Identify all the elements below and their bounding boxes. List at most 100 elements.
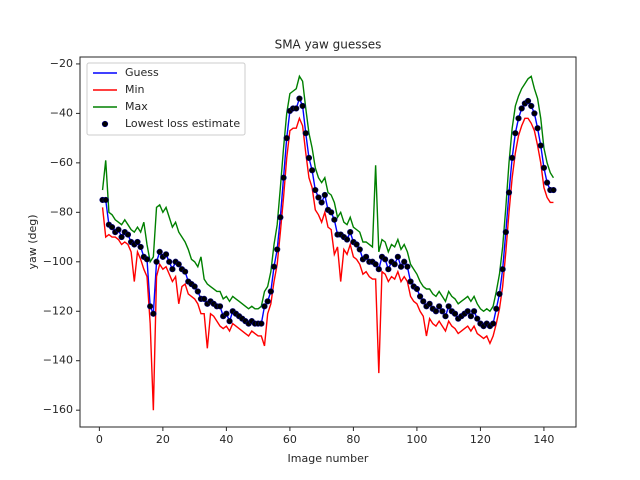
scatter-point xyxy=(147,303,154,310)
scatter-point xyxy=(404,263,411,270)
x-axis-label: Image number xyxy=(288,452,369,465)
legend-box xyxy=(86,62,246,136)
scatter-point xyxy=(296,95,303,102)
x-tick-label: 100 xyxy=(406,433,427,446)
scatter-point xyxy=(226,318,233,325)
scatter-point xyxy=(512,130,519,137)
scatter-point xyxy=(436,303,443,310)
scatter-point xyxy=(397,263,405,270)
legend-label: Lowest loss estimate xyxy=(125,117,240,130)
scatter-point xyxy=(515,115,522,122)
scatter-point xyxy=(420,298,427,305)
scatter-point xyxy=(464,308,471,315)
scatter-point xyxy=(169,266,176,273)
y-axis-label: yaw (deg) xyxy=(26,214,39,269)
scatter-point xyxy=(223,310,230,317)
scatter-point xyxy=(264,298,271,305)
scatter-point xyxy=(413,285,421,293)
x-tick-label: 80 xyxy=(346,433,360,446)
x-tick-label: 0 xyxy=(96,433,103,446)
scatter-point xyxy=(394,253,401,260)
scatter-point xyxy=(407,278,414,285)
scatter-point xyxy=(544,179,551,186)
plot-frame xyxy=(79,56,577,428)
scatter-point xyxy=(363,253,370,260)
scatter-point xyxy=(493,305,500,312)
scatter-point xyxy=(166,258,173,265)
x-tick-label: 40 xyxy=(219,433,233,446)
legend-label: Min xyxy=(125,83,145,96)
scatter-point xyxy=(356,246,363,253)
scatter-point xyxy=(277,214,284,221)
scatter-point xyxy=(108,224,116,231)
scatter-point xyxy=(280,174,287,181)
scatter-point xyxy=(270,263,278,270)
scatter-point xyxy=(216,303,224,310)
scatter-point xyxy=(305,154,313,162)
scatter-point xyxy=(312,186,319,194)
scatter-point xyxy=(309,167,316,174)
series-line xyxy=(101,116,554,411)
scatter-point xyxy=(283,135,290,142)
scatter-point xyxy=(115,226,122,233)
scatter-point xyxy=(391,261,398,268)
scatter-point xyxy=(372,261,379,268)
y-tick-label: −160 xyxy=(43,403,73,416)
scatter-point xyxy=(490,320,497,327)
chart-title: SMA yaw guesses xyxy=(275,38,382,52)
scatter-point xyxy=(137,243,144,251)
scatter-point xyxy=(299,102,306,110)
scatter-point xyxy=(150,310,157,317)
scatter-point xyxy=(143,256,151,263)
y-tick-label: −40 xyxy=(50,106,73,119)
scatter-point xyxy=(426,300,433,307)
scatter-point xyxy=(347,229,354,236)
scatter-point xyxy=(302,130,309,137)
scatter-point xyxy=(385,266,392,273)
scatter-point xyxy=(153,258,160,265)
scatter-point xyxy=(124,231,132,238)
legend-label: Guess xyxy=(125,66,159,79)
scatter-point xyxy=(442,313,449,320)
scatter-point xyxy=(524,97,532,105)
scatter-point xyxy=(439,308,446,315)
scatter-point xyxy=(534,125,541,132)
scatter-point xyxy=(118,233,125,241)
y-tick-label: −100 xyxy=(43,255,73,268)
scatter-point xyxy=(445,303,452,310)
scatter-point xyxy=(550,186,557,194)
scatter-point xyxy=(509,154,516,162)
scatter-point xyxy=(537,142,544,149)
scatter-point xyxy=(156,248,163,255)
x-tick-label: 120 xyxy=(470,433,491,446)
scatter-point xyxy=(331,216,338,223)
scatter-point xyxy=(182,268,189,275)
scatter-point xyxy=(318,199,325,206)
scatter-point xyxy=(451,310,459,317)
scatter-point xyxy=(518,105,525,112)
scatter-point xyxy=(258,320,265,327)
series-line xyxy=(101,74,555,313)
scatter-point xyxy=(416,293,424,300)
scatter-point xyxy=(499,266,506,273)
scatter-point xyxy=(502,229,509,236)
scatter-point xyxy=(540,164,548,171)
scatter-point xyxy=(496,290,503,298)
x-tick-label: 20 xyxy=(156,433,170,446)
scatter-point xyxy=(375,266,382,273)
scatter-point xyxy=(432,308,440,315)
x-tick-label: 60 xyxy=(283,433,297,446)
scatter-point xyxy=(343,236,351,243)
scatter-point xyxy=(531,110,538,117)
scatter-point xyxy=(267,288,274,295)
scatter-point xyxy=(474,315,481,322)
scatter-point xyxy=(102,196,109,204)
scatter-point xyxy=(470,308,478,315)
y-tick-label: −120 xyxy=(43,304,73,317)
y-tick-label: −140 xyxy=(43,354,73,367)
scatter-point xyxy=(467,313,474,320)
x-tick-label: 140 xyxy=(533,433,554,446)
scatter-point xyxy=(382,256,389,263)
scatter-point xyxy=(274,246,281,253)
